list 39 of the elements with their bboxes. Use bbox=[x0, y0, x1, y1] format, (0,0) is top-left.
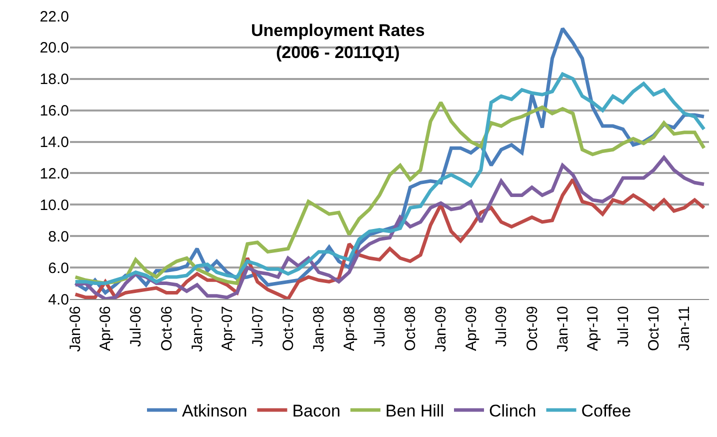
y-tick-label: 4.0 bbox=[48, 291, 69, 308]
line-series bbox=[74, 178, 706, 299]
x-tick-label: Apr-09 bbox=[462, 306, 480, 352]
y-tick-label: 18.0 bbox=[40, 71, 69, 88]
x-tick-label: Jul-09 bbox=[493, 306, 510, 347]
y-tick-label: 6.0 bbox=[48, 260, 69, 277]
legend-label: Atkinson bbox=[182, 402, 248, 421]
x-tick-label: Jan-09 bbox=[432, 306, 450, 352]
x-tick-label: Apr-07 bbox=[218, 306, 236, 352]
x-tick-label: Jul-07 bbox=[249, 306, 266, 347]
x-tick-label: Jul-06 bbox=[128, 306, 145, 347]
y-tick-label: 22.0 bbox=[40, 8, 69, 26]
x-tick-label: Apr-06 bbox=[97, 306, 114, 352]
x-tick-label: Jul-08 bbox=[371, 306, 388, 347]
legend-label: Coffee bbox=[581, 402, 632, 421]
x-tick-label: Jan-08 bbox=[310, 306, 328, 352]
x-tick-label: Jan-11 bbox=[676, 306, 694, 351]
x-tick-label: Apr-08 bbox=[341, 306, 358, 352]
x-tick-label: Oct-06 bbox=[158, 306, 176, 352]
x-tick-label: Jan-10 bbox=[554, 306, 572, 352]
x-tick-label: Jan-07 bbox=[188, 306, 206, 352]
x-tick-label: Apr-10 bbox=[584, 306, 602, 352]
x-tick-label: Jan-06 bbox=[67, 306, 84, 352]
y-tick-label: 14.0 bbox=[40, 134, 69, 152]
legend-label: Ben Hill bbox=[385, 402, 444, 421]
legend-label: Bacon bbox=[292, 402, 340, 421]
y-tick-label: 20.0 bbox=[40, 40, 69, 57]
x-tick-label: Oct-10 bbox=[646, 306, 663, 352]
x-tick-label: Oct-07 bbox=[280, 306, 297, 352]
x-tick-label: Oct-08 bbox=[402, 306, 420, 352]
line-series bbox=[74, 156, 706, 299]
x-tick-label: Jul-10 bbox=[614, 306, 632, 347]
y-tick-label: 16.0 bbox=[40, 102, 69, 120]
x-tick-label: Oct-09 bbox=[524, 306, 541, 352]
legend-label: Clinch bbox=[489, 402, 536, 421]
y-tick-label: 8.0 bbox=[48, 228, 69, 246]
y-tick-label: 12.0 bbox=[40, 165, 69, 182]
text: Unemployment Rates (2006 - 2011Q1) bbox=[251, 21, 425, 62]
y-tick-label: 10.0 bbox=[40, 196, 69, 214]
